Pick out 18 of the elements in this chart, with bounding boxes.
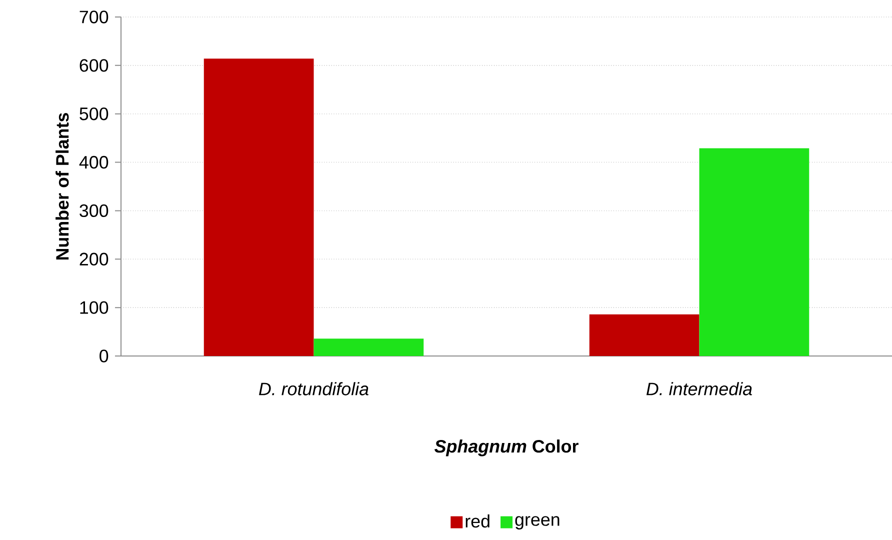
y-tick-label: 300 xyxy=(80,204,108,218)
bar xyxy=(314,338,424,356)
y-tick-label: 400 xyxy=(79,156,108,169)
y-tick-label: 500 xyxy=(80,108,108,120)
y-tick-label: 600 xyxy=(80,59,108,72)
legend-label: green xyxy=(515,516,560,530)
x-tick-label: D. intermedia xyxy=(646,382,752,396)
y-axis-title: Number of Plants xyxy=(56,113,69,260)
x-tick-label: D. rotundifolia xyxy=(258,382,368,396)
x-axis-title: Sphagnum Color xyxy=(434,440,578,456)
bar xyxy=(589,314,700,356)
y-tick-label: 0 xyxy=(100,350,108,362)
legend-label: red xyxy=(466,514,490,528)
bar xyxy=(699,148,810,356)
y-tick-label: 100 xyxy=(80,301,108,314)
bar xyxy=(204,58,314,356)
y-tick-label: 700 xyxy=(80,10,108,24)
y-tick-label: 200 xyxy=(80,252,108,266)
